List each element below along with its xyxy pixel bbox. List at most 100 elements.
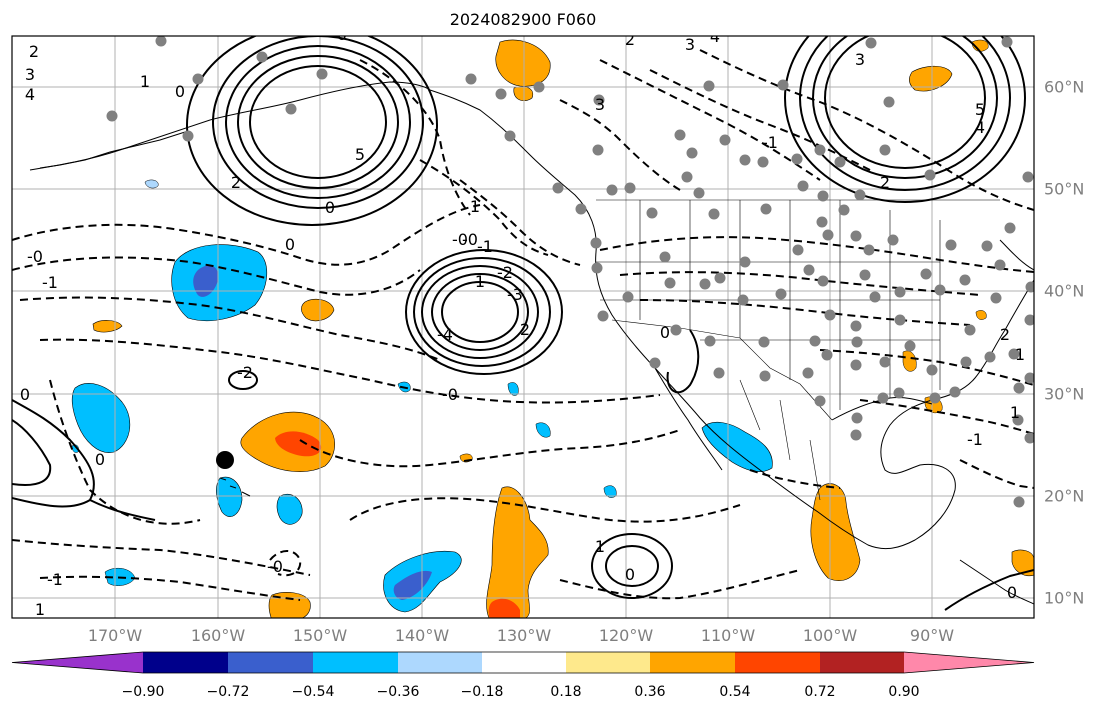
colorbar-segment [735,652,820,673]
negative-anomaly-region [276,494,303,525]
positive-anomaly-region [486,486,549,618]
negative-anomaly-region [216,476,243,517]
north-america-coast [429,89,1034,550]
contour-label: -1 [967,430,983,449]
positive-anomaly-region [975,310,987,320]
strong-positive-anomaly-region [488,598,520,618]
contour-label: -3 [507,285,523,304]
contour-label: 2 [880,173,890,192]
contour-label: 2 [29,42,39,61]
lat-label: 40°N [1044,281,1085,301]
colorbar-outline [11,651,1035,674]
contour-label: 0 [175,82,185,101]
colorbar-tick-label: 0.18 [550,684,582,700]
graticule [12,36,1034,618]
contour-label: 0 [337,25,347,44]
lon-label: 90°W [909,626,955,645]
lon-label: 110°W [700,626,756,645]
positive-anomaly-region [810,483,861,581]
positive-anomaly-region [92,320,123,333]
colorbar-segment [313,652,398,673]
contour-label: 1 [475,272,485,291]
negative-anomaly-region [144,179,159,189]
contour-label: 2 [625,30,635,49]
contour-label: -0 [452,230,468,249]
colorbar-segment [228,652,313,673]
coastlines [29,81,1034,605]
colorbar-segment [143,652,228,673]
colorbar-segment [482,652,566,673]
contour-label: -1 [47,570,63,589]
colorbar-tick-label: −0.90 [121,684,165,700]
positive-anomaly-region [909,65,953,92]
map-title: 2024082900 F060 [449,10,597,29]
colorbar-segment [820,652,904,673]
positive-anomaly-region [495,39,551,87]
aleutian-chain [39,131,186,169]
strong-positive-anomaly-region [275,431,322,457]
contour-label: -1 [762,133,778,152]
contour-label: 3 [25,65,35,84]
contour-label: -1 [477,237,493,256]
colorbar-segment [566,652,650,673]
contour-label: 4 [710,27,720,46]
contour-label: 4 [975,118,985,137]
contour-label: 5 [355,145,365,164]
positive-anomaly-region [902,350,917,372]
central-america-coast [959,559,1034,605]
contour-label: -4 [437,325,453,344]
contour-label: 1 [1010,403,1020,422]
negative-anomaly-region [171,244,268,321]
contour-label: -0 [27,247,43,266]
lon-label: 100°W [802,626,858,645]
contour-label: 0 [325,198,335,217]
lat-label: 10°N [1044,588,1085,608]
contour-label: 1 [470,197,480,216]
positive-anomaly-region [1011,549,1034,577]
contour-label: -2 [497,263,513,282]
contour-label: 1 [595,537,605,556]
strong-negative-anomaly-region [193,265,219,297]
positive-anomaly-region [301,298,335,322]
contour-label: 1 [140,72,150,91]
colorbar-tick-label: 0.72 [804,684,836,700]
colorbar-tick-label: −0.72 [206,684,250,700]
lon-label: 160°W [190,626,246,645]
contour-label: 2 [231,173,241,192]
lat-label: 20°N [1044,486,1085,506]
us-mexico-border [611,319,833,421]
contour-label: 3 [855,50,865,69]
baja-california-coast [654,367,723,471]
contour-label: 0 [95,450,105,469]
contour-label: 0 [1007,583,1017,602]
contour-label: 1 [35,600,45,619]
lat-label: 30°N [1044,384,1085,404]
state-boundaries [596,200,941,410]
negative-anomaly-region [701,421,773,473]
lon-label: 170°W [87,626,143,645]
negative-contours [12,49,1034,601]
contour-label: 2 [520,320,530,339]
lon-label: 140°W [394,626,450,645]
canada-coast [999,239,1034,271]
positive-anomaly-region [268,592,311,618]
contour-label: -1 [42,273,58,292]
contour-label: -0 [442,385,458,404]
colorbar-tick-label: 0.54 [719,684,751,700]
lon-label: 150°W [292,626,348,645]
location-marker [216,451,234,469]
colorbar-tick-label: 0.36 [634,684,666,700]
contour-label: -0 [267,557,283,576]
contour-label: 5 [975,100,985,119]
contour-label: 3 [685,35,695,54]
lon-label: 130°W [496,626,552,645]
positive-contours [12,36,1034,611]
hawaii-islands [219,477,251,497]
colorbar-segment [398,652,482,673]
colorbar-segment [904,652,1034,673]
contour-label: -2 [237,363,253,382]
colorbar [11,651,1035,674]
colorbar-tick-label: −0.36 [376,684,420,700]
